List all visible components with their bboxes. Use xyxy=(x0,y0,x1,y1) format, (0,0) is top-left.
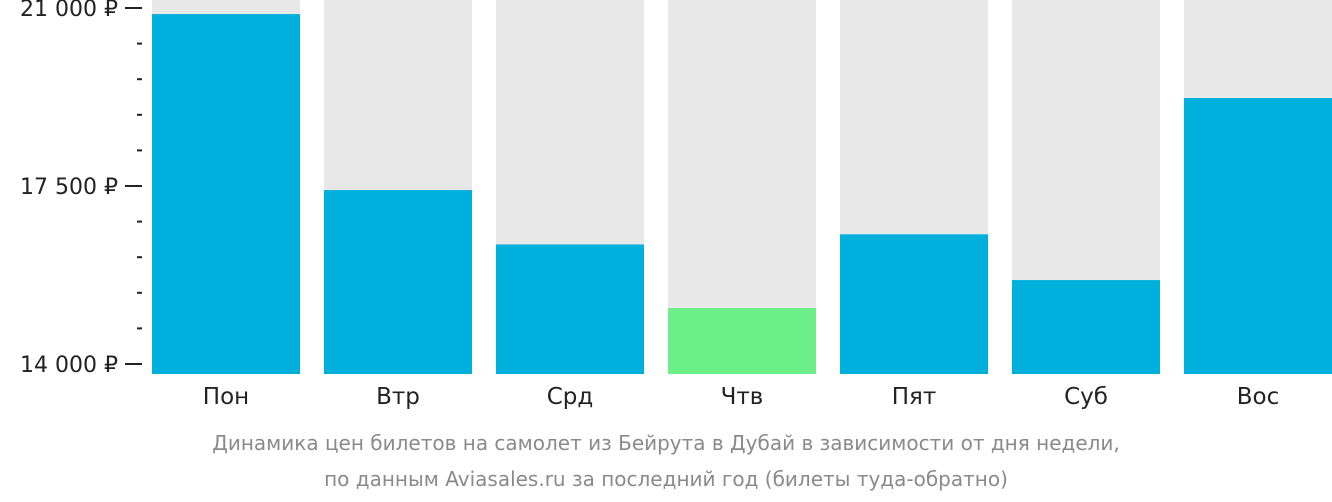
bar-4 xyxy=(840,234,988,374)
bar-1 xyxy=(324,190,472,374)
chart-caption-line-2: по данным Aviasales.ru за последний год … xyxy=(324,467,1008,491)
data-bars xyxy=(152,14,1332,375)
x-axis-labels: Пон Втр Срд Чтв Пят Суб Вос xyxy=(203,384,1279,410)
y-axis: 21 000 ₽ 17 500 ₽ 14 000 ₽ xyxy=(20,0,142,378)
chart-caption-line-1: Динамика цен билетов на самолет из Бейру… xyxy=(212,431,1120,455)
bar-5 xyxy=(1012,280,1160,374)
x-tick-label: Втр xyxy=(376,384,420,410)
x-tick-label: Суб xyxy=(1064,384,1108,410)
y-tick-label: 14 000 ₽ xyxy=(20,353,118,378)
bar-2 xyxy=(496,244,644,374)
x-tick-label: Чтв xyxy=(721,384,764,410)
price-by-weekday-chart: 21 000 ₽ 17 500 ₽ 14 000 ₽ Пон Втр Срд Чтв Пят… xyxy=(20,0,1332,410)
x-tick-label: Пон xyxy=(203,384,249,410)
bar-6 xyxy=(1184,98,1332,374)
x-tick-label: Срд xyxy=(547,384,594,410)
bar-3 xyxy=(668,308,816,374)
x-tick-label: Вос xyxy=(1237,384,1280,410)
y-tick-label: 17 500 ₽ xyxy=(20,175,118,200)
y-tick-label: 21 000 ₽ xyxy=(20,0,118,22)
x-tick-label: Пят xyxy=(892,384,937,410)
bar-0 xyxy=(152,14,300,375)
